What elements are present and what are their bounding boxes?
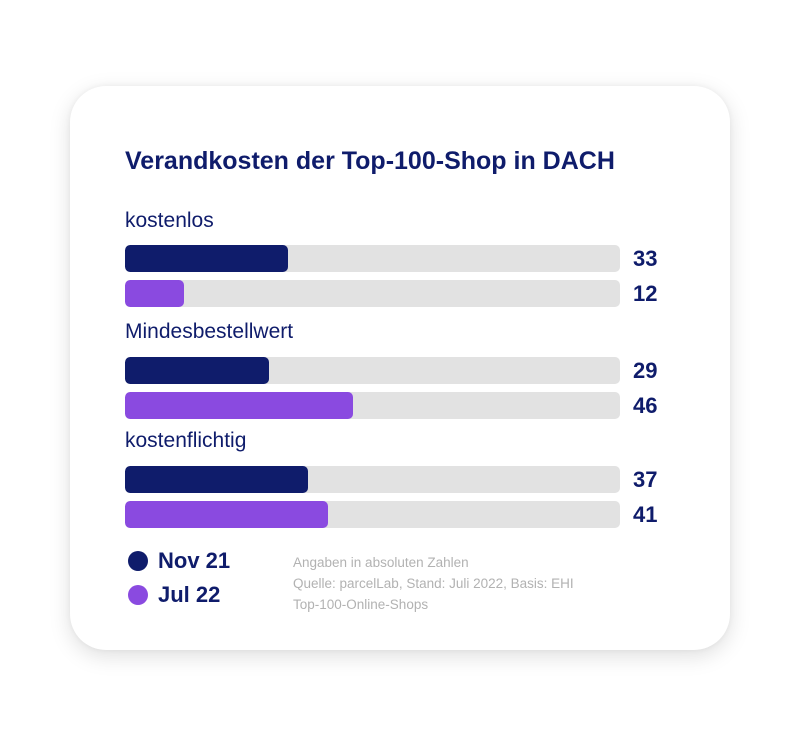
legend-label-nov21: Nov 21 bbox=[158, 548, 231, 573]
value-label-kostenlos-jul22: 12 bbox=[633, 281, 658, 306]
bar-track-kostenflichtig-nov21 bbox=[125, 466, 620, 493]
bar-track-kostenlos-jul22 bbox=[125, 280, 620, 307]
bar-kostenlos-nov21 bbox=[125, 245, 289, 272]
category-label-mindesbestellwert: Mindesbestellwert bbox=[125, 320, 294, 343]
bar-mindesbestellwert-jul22 bbox=[125, 392, 353, 419]
legend-swatch-jul22 bbox=[128, 585, 148, 605]
legend-swatch-nov21 bbox=[128, 551, 148, 571]
value-label-kostenflichtig-jul22: 41 bbox=[633, 502, 658, 527]
chart-title: Verandkosten der Top-100-Shop in DACH bbox=[125, 147, 615, 175]
bar-track-kostenlos-nov21 bbox=[125, 245, 620, 272]
legend-item-jul22: Jul 22 bbox=[128, 582, 220, 608]
source-note-line: Angaben in absoluten Zahlen bbox=[293, 555, 469, 570]
source-note-line: Quelle: parcelLab, Stand: Juli 2022, Bas… bbox=[293, 576, 574, 591]
value-label-mindesbestellwert-jul22: 46 bbox=[633, 393, 658, 418]
bar-mindesbestellwert-nov21 bbox=[125, 357, 269, 384]
legend-label-jul22: Jul 22 bbox=[158, 582, 221, 607]
value-label-mindesbestellwert-nov21: 29 bbox=[633, 358, 658, 383]
bar-kostenflichtig-jul22 bbox=[125, 501, 328, 528]
bar-track-kostenflichtig-jul22 bbox=[125, 501, 620, 528]
legend-item-nov21: Nov 21 bbox=[128, 548, 230, 574]
value-label-kostenlos-nov21: 33 bbox=[633, 246, 658, 271]
category-label-kostenflichtig: kostenflichtig bbox=[125, 429, 247, 452]
bar-kostenflichtig-nov21 bbox=[125, 466, 309, 493]
source-note-line: Top-100-Online-Shops bbox=[293, 597, 429, 612]
category-label-kostenlos: kostenlos bbox=[125, 209, 214, 232]
bar-track-mindesbestellwert-nov21 bbox=[125, 357, 620, 384]
value-label-kostenflichtig-nov21: 37 bbox=[633, 467, 658, 492]
bar-track-mindesbestellwert-jul22 bbox=[125, 392, 620, 419]
bar-kostenlos-jul22 bbox=[125, 280, 185, 307]
